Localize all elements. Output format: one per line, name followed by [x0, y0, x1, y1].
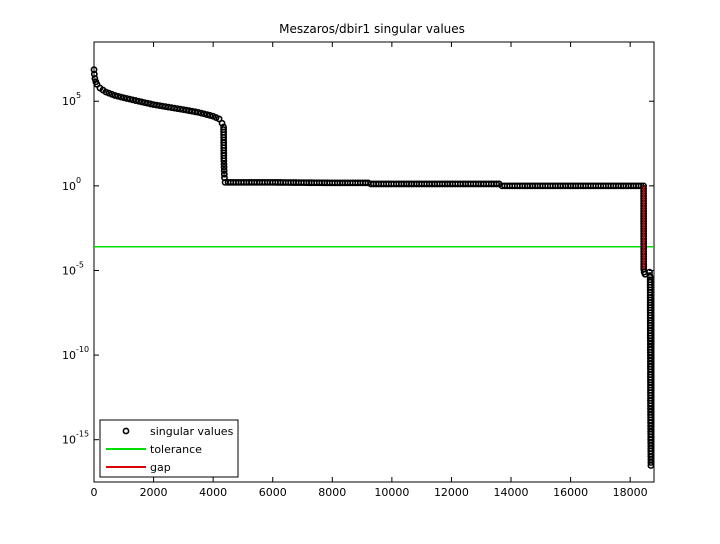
- y-tick-base: 10: [62, 95, 76, 108]
- singular-value-point: [138, 98, 146, 106]
- singular-value-point: [114, 92, 122, 100]
- singular-value-point: [123, 95, 131, 102]
- legend-label: singular values: [150, 425, 234, 438]
- singular-value-point: [647, 459, 655, 466]
- y-tick-exponent: 0: [76, 176, 81, 185]
- singular-value-point: [197, 109, 205, 117]
- chart-title: Meszaros/dbir1 singular values: [279, 22, 465, 36]
- singular-value-point: [176, 105, 184, 113]
- y-tick-label: 100: [62, 176, 81, 193]
- x-tick-label: 12000: [434, 486, 469, 499]
- x-tick-label: 10000: [374, 486, 409, 499]
- singular-value-point: [141, 99, 149, 106]
- singular-value-point: [182, 106, 190, 114]
- singular-value-point: [165, 103, 172, 111]
- y-tick-label: 10-5: [62, 260, 84, 277]
- singular-value-point: [647, 462, 655, 469]
- plot-frame: [93, 41, 655, 483]
- legend-label: gap: [150, 461, 171, 474]
- singular-value-point: [132, 97, 140, 104]
- singular-value-point: [203, 111, 211, 119]
- y-tick-label: 10-10: [62, 345, 89, 362]
- y-tick-label: 105: [62, 91, 81, 108]
- singular-value-point: [171, 104, 178, 112]
- chart-marks: [90, 66, 655, 469]
- singular-value-point: [179, 106, 187, 114]
- x-tick-label: 8000: [318, 486, 346, 499]
- singular-value-point: [194, 108, 202, 116]
- singular-value-point: [220, 170, 228, 178]
- y-tick-exponent: -5: [76, 260, 84, 269]
- x-tick-label: 4000: [199, 486, 227, 499]
- singular-value-point: [117, 93, 125, 101]
- y-tick-base: 10: [62, 349, 76, 362]
- y-tick-label: 10-15: [62, 430, 89, 447]
- y-tick-exponent: 5: [76, 91, 81, 100]
- y-tick-base: 10: [62, 434, 76, 447]
- singular-value-point: [111, 92, 119, 99]
- singular-value-point: [91, 75, 99, 82]
- singular-value-point: [218, 119, 226, 127]
- y-tick-exponent: -15: [76, 430, 89, 439]
- singular-value-point: [174, 105, 181, 113]
- singular-value-point: [185, 107, 193, 115]
- x-tick-label: 2000: [140, 486, 168, 499]
- singular-value-point: [120, 94, 128, 102]
- singular-value-point: [220, 157, 228, 165]
- singular-value-point: [144, 99, 152, 107]
- x-axis-ticks: 0 2000 4000 6000 8000 10000 12000 14000 16000 180…: [91, 42, 648, 499]
- singular-value-point: [220, 163, 228, 171]
- singular-value-point: [126, 95, 134, 103]
- y-tick-base: 10: [62, 180, 76, 193]
- legend: singular values tolerance gap: [99, 419, 239, 478]
- x-tick-label: 14000: [494, 486, 529, 499]
- legend-label: tolerance: [150, 443, 202, 456]
- singular-value-point: [168, 104, 175, 112]
- singular-value-point: [129, 96, 137, 104]
- singular-value-point: [150, 101, 157, 109]
- singular-value-point: [215, 115, 223, 123]
- singular-value-point: [200, 110, 208, 118]
- legend-marker-singular-values: [122, 427, 130, 435]
- x-tick-label: 0: [91, 486, 98, 499]
- x-tick-label: 18000: [613, 486, 648, 499]
- singular-value-point: [220, 160, 228, 168]
- singular-value-point: [220, 167, 228, 174]
- singular-value-point: [159, 102, 166, 110]
- singular-value-point: [156, 102, 163, 110]
- singular-value-point: [493, 180, 500, 188]
- singular-value-point: [206, 112, 214, 119]
- x-tick-label: 16000: [553, 486, 588, 499]
- y-tick-exponent: -10: [76, 345, 89, 354]
- singular-value-point: [188, 107, 196, 115]
- singular-value-point: [153, 101, 160, 109]
- x-tick-label: 6000: [259, 486, 287, 499]
- y-tick-base: 10: [62, 264, 76, 277]
- singular-value-point: [162, 103, 169, 111]
- singular-value-point: [135, 97, 143, 105]
- singular-value-point: [191, 108, 199, 116]
- singular-value-point: [147, 100, 154, 108]
